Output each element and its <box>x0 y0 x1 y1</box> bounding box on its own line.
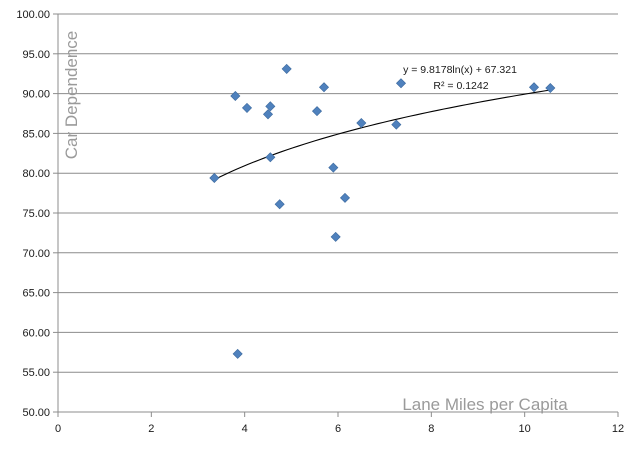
axes: 50.00 55.00 60.00 65.00 70.00 75.00 80.00 85.00… <box>16 9 624 435</box>
data-point <box>356 118 367 129</box>
x-axis-title: Lane Miles per Capita <box>402 395 568 414</box>
x-tick-label: 10 <box>519 423 531 435</box>
data-points <box>209 63 556 359</box>
data-point <box>311 106 323 117</box>
data-point <box>265 152 276 163</box>
y-tick-label: 75.00 <box>22 208 50 220</box>
data-point <box>274 199 285 210</box>
x-tick-label: 6 <box>335 423 341 435</box>
x-tick-label: 12 <box>612 423 624 435</box>
y-tick-label: 85.00 <box>22 128 50 140</box>
x-tick-label: 8 <box>428 423 434 435</box>
data-point <box>528 82 540 93</box>
data-point <box>545 83 556 94</box>
data-point <box>330 231 341 242</box>
data-point <box>209 172 220 184</box>
x-tick-label: 4 <box>242 423 248 435</box>
trendline-r-squared: R² = 0.1242 <box>433 80 488 92</box>
y-tick-label: 55.00 <box>22 367 50 379</box>
data-point <box>281 63 292 74</box>
y-tick-label: 70.00 <box>22 248 50 260</box>
data-point <box>241 102 253 113</box>
data-point <box>391 119 402 130</box>
data-point <box>339 192 351 203</box>
data-point <box>318 82 330 93</box>
data-point <box>395 78 407 89</box>
y-axis-title: Car Dependence <box>62 31 81 160</box>
x-tick-label: 2 <box>148 423 154 435</box>
y-tick-label: 65.00 <box>22 288 50 300</box>
data-point <box>328 162 339 173</box>
y-tick-label: 80.00 <box>22 168 50 180</box>
y-tick-label: 90.00 <box>22 89 50 101</box>
data-point <box>265 101 276 112</box>
y-tick-label: 95.00 <box>22 49 50 61</box>
trendline-equation: y = 9.8178ln(x) + 67.321 <box>403 64 517 76</box>
gridlines <box>58 13 618 373</box>
labels: Lane Miles per Capita Car Dependence y =… <box>62 31 568 414</box>
data-point <box>230 90 241 102</box>
y-tick-label: 100.00 <box>16 9 50 21</box>
y-tick-label: 60.00 <box>22 327 50 339</box>
x-tick-label: 0 <box>55 423 61 435</box>
data-point <box>232 348 243 359</box>
y-tick-label: 50.00 <box>22 407 50 419</box>
data-point <box>262 109 274 120</box>
